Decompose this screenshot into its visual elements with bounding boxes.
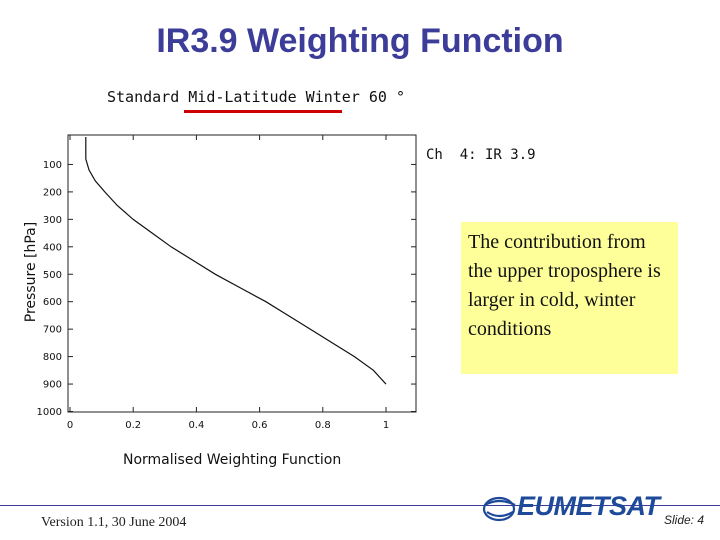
chart-title: Standard Mid-Latitude Winter 60 ° xyxy=(107,88,406,106)
y-tick-label: 500 xyxy=(43,270,62,281)
x-tick-label: 0.6 xyxy=(252,420,268,431)
y-tick-label: 900 xyxy=(43,380,62,391)
x-tick-label: 0 xyxy=(67,420,73,431)
plot-frame xyxy=(67,134,417,413)
y-tick-label: 200 xyxy=(43,187,62,198)
channel-label: Ch 4: IR 3.9 xyxy=(426,147,536,163)
logo-text: EUMETSAT xyxy=(517,491,660,521)
x-axis-label: Normalised Weighting Function xyxy=(123,452,342,468)
x-tick-label: 0.8 xyxy=(315,420,331,431)
title-underline xyxy=(184,110,342,113)
slide-number: Slide: 4 xyxy=(664,513,705,527)
y-tick-label: 300 xyxy=(43,215,62,226)
series-line xyxy=(85,137,387,385)
callout-text: The contribution from the upper troposph… xyxy=(468,231,661,340)
y-tick-label: 600 xyxy=(43,297,62,308)
y-tick-label: 1000 xyxy=(37,407,62,418)
x-tick-label: 0.4 xyxy=(188,420,204,431)
logo-swoosh-icon xyxy=(482,496,516,522)
footer-divider xyxy=(0,505,720,506)
x-tick-label: 1 xyxy=(383,420,389,431)
y-tick-label: 400 xyxy=(43,242,62,253)
callout-box: The contribution from the upper troposph… xyxy=(461,222,678,374)
y-tick-label: 700 xyxy=(43,325,62,336)
y-tick-label: 100 xyxy=(43,160,62,171)
x-tick-label: 0.2 xyxy=(125,420,141,431)
slide-title: IR3.9 Weighting Function xyxy=(156,22,564,60)
y-tick-label: 800 xyxy=(43,352,62,363)
eumetsat-logo: EUMETSAT xyxy=(481,491,681,523)
version-text: Version 1.1, 30 June 2004 xyxy=(41,515,187,530)
